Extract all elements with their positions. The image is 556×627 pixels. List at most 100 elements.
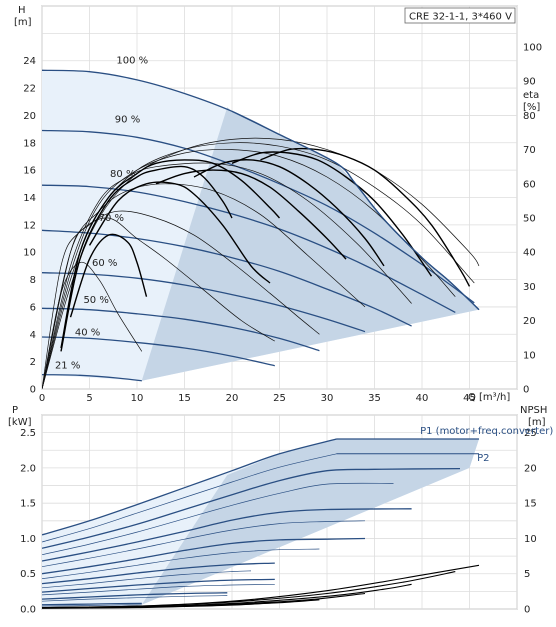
x-tick-label: 45 (463, 393, 476, 404)
speed-label: 40 % (75, 328, 100, 339)
p2-curve-70 (42, 548, 320, 580)
y-tick-label: 8 (30, 275, 36, 286)
p2-curve-80 (42, 520, 366, 568)
npsh-tick-label: 25 (524, 428, 537, 439)
p1-curve-100 (42, 438, 337, 536)
npsh-axis-unit: [m] (528, 417, 546, 428)
y2-tick-label: 90 (523, 77, 536, 88)
npsh-axis-title: NPSH (520, 405, 547, 416)
speed-label: 90 % (115, 114, 140, 125)
npsh-tick-label: 15 (524, 499, 537, 510)
p1-curve-90 (42, 467, 461, 549)
speed-label: 21 % (55, 360, 80, 371)
y-tick-label: 14 (23, 193, 36, 204)
y-tick-label: 16 (23, 166, 36, 177)
npsh-curve (42, 583, 412, 609)
npsh-tick-label: 10 (524, 534, 537, 545)
p2-curve-21 (42, 604, 142, 607)
x-tick-label: 10 (131, 393, 144, 404)
head-curve-40 (42, 336, 275, 367)
head-curve-90 (42, 129, 475, 304)
p1-curve-50 (42, 578, 275, 593)
x-tick-label: 35 (368, 393, 381, 404)
x-tick-label: 25 (273, 393, 286, 404)
p-tick-label: 0.5 (20, 569, 36, 580)
power-series-labels: P1 (motor+freq.converter) P2 (420, 426, 553, 464)
y-tick-label: 0 (30, 385, 36, 396)
efficiency-curve-bold (231, 151, 433, 277)
speed-labels: 100 % 90 % 80 % 70 % 60 % 50 % 40 % 21 % (55, 55, 148, 371)
head-curves (42, 69, 480, 389)
power-axis-title: P (12, 405, 18, 416)
p-tick-label: 1.0 (20, 534, 36, 545)
y2-tick-label: 60 (523, 179, 536, 190)
x-tick-label: 5 (86, 393, 92, 404)
efficiency-curve-bold (60, 159, 281, 349)
head-curve-60 (42, 272, 366, 333)
chart-title: CRE 32-1-1, 3*460 V (409, 12, 512, 23)
p1-curve-40 (42, 592, 228, 600)
operating-area (42, 70, 479, 389)
y-tick-label: 20 (23, 111, 36, 122)
y2-tick-label: 30 (523, 282, 536, 293)
y2-tick-label: 20 (523, 316, 536, 327)
series-label: P1 (motor+freq.converter) (420, 426, 553, 437)
p-tick-label: 0.0 (20, 605, 36, 616)
efficiency-curve-70 (42, 162, 412, 389)
power-axis-unit: [kW] (8, 417, 32, 428)
y2-tick-label: 10 (523, 350, 536, 361)
eta-axis-title: eta (523, 90, 539, 101)
npsh-curve (42, 602, 275, 609)
p-tick-label: 2.0 (20, 463, 36, 474)
head-curve-21 (42, 373, 142, 382)
p2-curve-100 (42, 453, 337, 543)
p2-curve-50 (42, 583, 275, 596)
y-tick-label: 24 (23, 56, 36, 67)
title-box (404, 7, 516, 24)
head-tick-labels: 0 5 10 15 20 25 30 35 40 450246810121416182022240… (23, 43, 542, 404)
y2-tick-label: 100 (523, 43, 542, 54)
y2-tick-label: 70 (523, 145, 536, 156)
efficiency-curve-bold (260, 147, 471, 287)
p2-curve-40 (42, 595, 228, 602)
y2-tick-label: 50 (523, 214, 536, 225)
npsh-tick-label: 20 (524, 463, 537, 474)
efficiency-curve-50 (42, 210, 320, 389)
envelope-dark-area (141, 107, 479, 381)
head-curve-70 (42, 229, 412, 327)
x-tick-label: 30 (321, 393, 334, 404)
y-tick-label: 12 (23, 220, 36, 231)
speed-label: 70 % (99, 213, 124, 224)
efficiency-curve-bold (88, 181, 271, 284)
x-tick-label: 0 (39, 393, 45, 404)
y-tick-label: 22 (23, 84, 36, 95)
y2-tick-label: 40 (523, 248, 536, 259)
p1-curve-21 (42, 602, 142, 606)
y-tick-label: 2 (30, 357, 36, 368)
npsh-tick-label: 0 (524, 605, 530, 616)
npsh-curve (42, 564, 480, 609)
power-curves (42, 438, 480, 609)
head-curve-50 (42, 307, 320, 352)
npsh-tick-label: 5 (524, 569, 530, 580)
y-tick-label: 6 (30, 302, 36, 313)
x-tick-label: 15 (178, 393, 191, 404)
y-tick-label: 4 (30, 330, 36, 341)
series-label: P2 (477, 453, 489, 464)
p1-curve-70 (42, 537, 366, 575)
speed-label: 100 % (116, 55, 148, 66)
y-tick-label: 10 (23, 248, 36, 259)
y2-tick-label: 0 (523, 385, 529, 396)
efficiency-curve-40 (42, 217, 275, 389)
eta-axis-unit: [%] (523, 102, 540, 113)
p2-curve-60 (42, 570, 252, 589)
envelope-edge (231, 110, 480, 311)
p2-curve-90 (42, 482, 394, 556)
p-tick-label: 1.5 (20, 499, 36, 510)
speed-label: 80 % (110, 169, 135, 180)
efficiency-curve-bold (193, 159, 385, 267)
flow-axis-unit: [m³/h] (479, 392, 510, 403)
y2-tick-label: 80 (523, 111, 536, 122)
p-tick-label: 2.5 (20, 428, 36, 439)
